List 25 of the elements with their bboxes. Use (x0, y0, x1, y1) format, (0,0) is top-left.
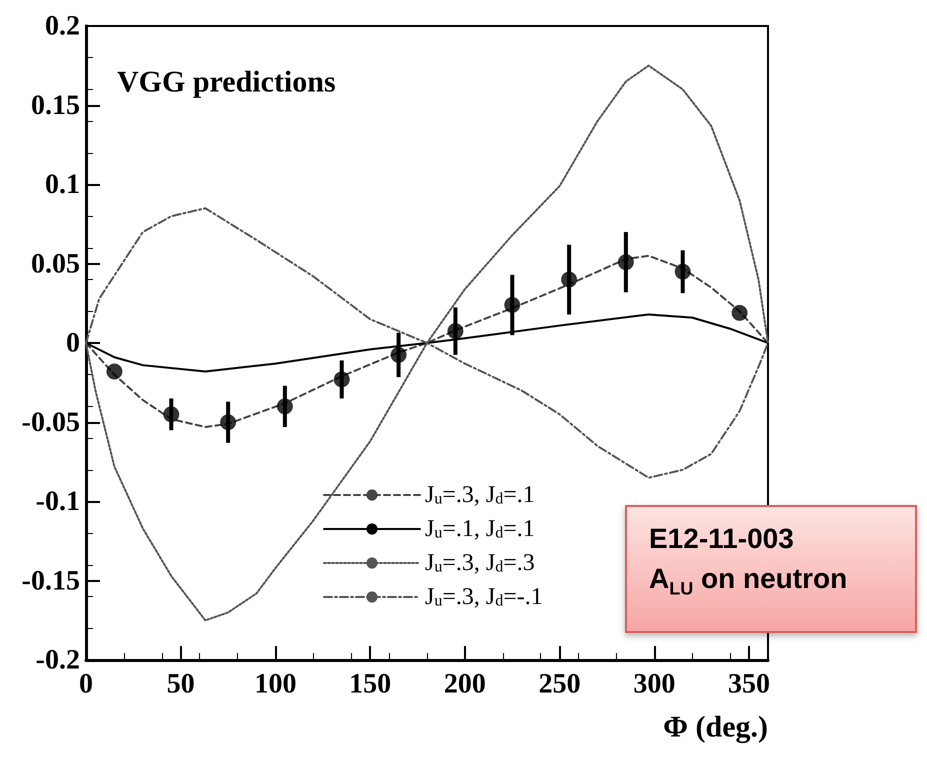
x-tick-label: 350 (728, 668, 770, 700)
x-tick-label: 150 (349, 668, 392, 700)
x-tick-label: 100 (254, 668, 296, 700)
legend-label: Ju=.1, Jd=.1 (425, 516, 535, 542)
callout-box: E12-11-003 A$_{LU}$ on neutron (625, 505, 917, 633)
y-tick-label: -0.1 (36, 486, 80, 517)
legend-label: Ju=.3, Jd=.3 (425, 550, 535, 576)
y-tick-label: -0.15 (22, 565, 80, 596)
annotation: A$_{LU}$ on neutron (649, 562, 848, 601)
text: VGG predictions (117, 66, 336, 98)
annotation: E12-11-003 (649, 522, 795, 556)
y-tick-label: 0.2 (45, 10, 80, 42)
y-tick-label: 0 (66, 328, 80, 358)
x-tick-label: 50 (166, 668, 195, 700)
y-tick-label: -0.05 (22, 406, 80, 438)
y-tick-label: -0.2 (36, 644, 80, 676)
legend-label: Ju=.3, Jd=-.1 (425, 584, 543, 610)
y-tick-label: 0.05 (31, 248, 80, 280)
y-tick-label: 0.1 (45, 169, 80, 200)
x-tick-label: 250 (538, 668, 581, 700)
legend-label: Ju=.3, Jd=.1 (425, 482, 535, 508)
y-tick-label: 0.15 (31, 90, 80, 121)
x-tick-label: 200 (444, 668, 486, 700)
x-axis-title: Φ (deg.) (663, 710, 768, 744)
x-tick-label: 300 (633, 668, 676, 700)
